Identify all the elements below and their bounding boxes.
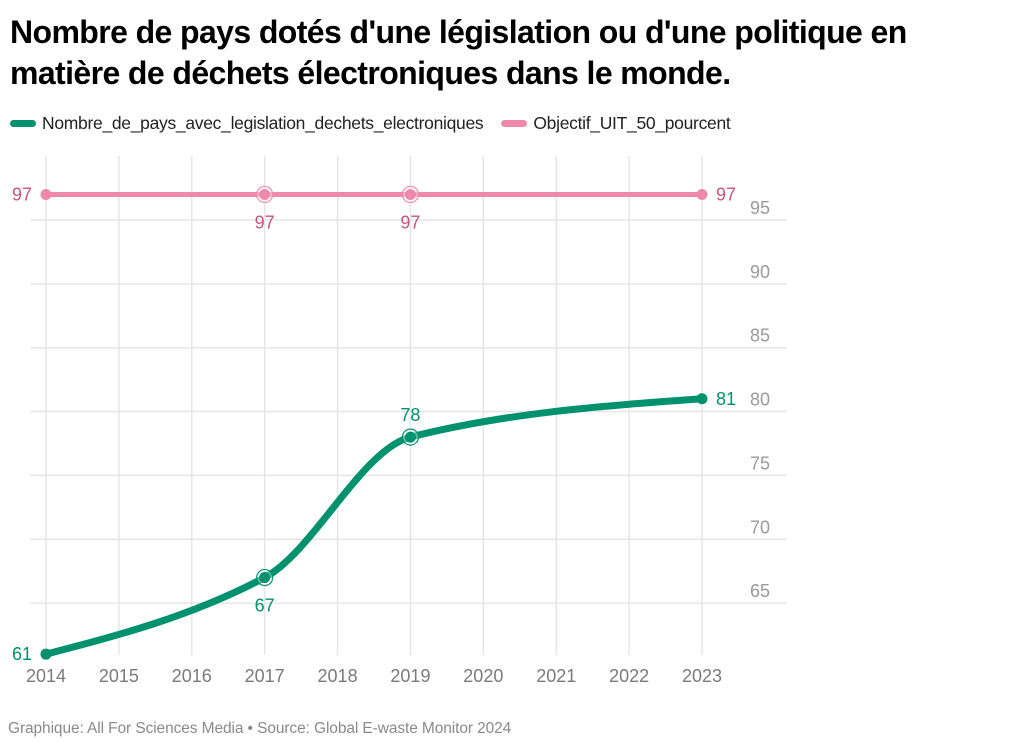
data-point	[40, 188, 52, 200]
y-tick-label: 75	[750, 453, 770, 473]
data-label: 78	[400, 405, 420, 425]
data-label: 97	[716, 184, 736, 204]
x-tick-label: 2017	[245, 666, 285, 686]
data-label: 67	[255, 596, 275, 616]
legend-swatch-green	[10, 120, 36, 127]
x-tick-label: 2018	[318, 666, 358, 686]
x-tick-label: 2019	[390, 666, 430, 686]
data-point	[404, 431, 416, 443]
x-tick-label: 2023	[682, 666, 722, 686]
x-tick-label: 2016	[172, 666, 212, 686]
data-point	[696, 188, 708, 200]
legend: Nombre_de_pays_avec_legislation_dechets_…	[10, 113, 748, 134]
data-point	[404, 188, 416, 200]
legend-label: Objectif_UIT_50_pourcent	[533, 113, 731, 133]
chart-title: Nombre de pays dotés d'une législation o…	[10, 14, 907, 91]
y-tick-label: 80	[750, 390, 770, 410]
y-tick-label: 95	[750, 198, 770, 218]
legend-item-legislation[interactable]: Nombre_de_pays_avec_legislation_dechets_…	[10, 113, 484, 134]
x-tick-label: 2021	[536, 666, 576, 686]
data-point	[259, 188, 271, 200]
data-label: 97	[400, 212, 420, 232]
data-label: 97	[255, 212, 275, 232]
data-point	[259, 572, 271, 584]
data-labels: 61 67 78 81 97 97 97 97	[12, 184, 736, 664]
source-footer: Graphique: All For Sciences Media • Sour…	[8, 720, 512, 737]
series-markers	[40, 185, 708, 660]
y-tick-label: 65	[750, 581, 770, 601]
data-label: 61	[12, 644, 32, 664]
y-tick-label: 85	[750, 326, 770, 346]
series-lines	[42, 191, 706, 658]
y-tick-label: 90	[750, 262, 770, 282]
data-label: 97	[12, 184, 32, 204]
x-axis-ticks: 2014 2015 2016 2017 2018 2019 2020 2021 2022 2023	[26, 666, 722, 686]
series-line-legislation	[42, 395, 706, 658]
x-tick-label: 2022	[609, 666, 649, 686]
data-point	[696, 393, 708, 405]
legend-label: Nombre_de_pays_avec_legislation_dechets_…	[42, 113, 484, 133]
y-tick-label: 70	[750, 517, 770, 537]
data-point	[40, 648, 52, 660]
gridlines	[30, 156, 787, 655]
x-tick-label: 2020	[463, 666, 503, 686]
legend-swatch-pink	[501, 120, 528, 127]
legend-item-objectif[interactable]: Objectif_UIT_50_pourcent	[501, 113, 731, 134]
x-tick-label: 2014	[26, 666, 66, 686]
data-label: 81	[716, 389, 736, 409]
y-axis-ticks: 65 70 75 80 85 90 95	[750, 198, 770, 601]
x-tick-label: 2015	[99, 666, 139, 686]
